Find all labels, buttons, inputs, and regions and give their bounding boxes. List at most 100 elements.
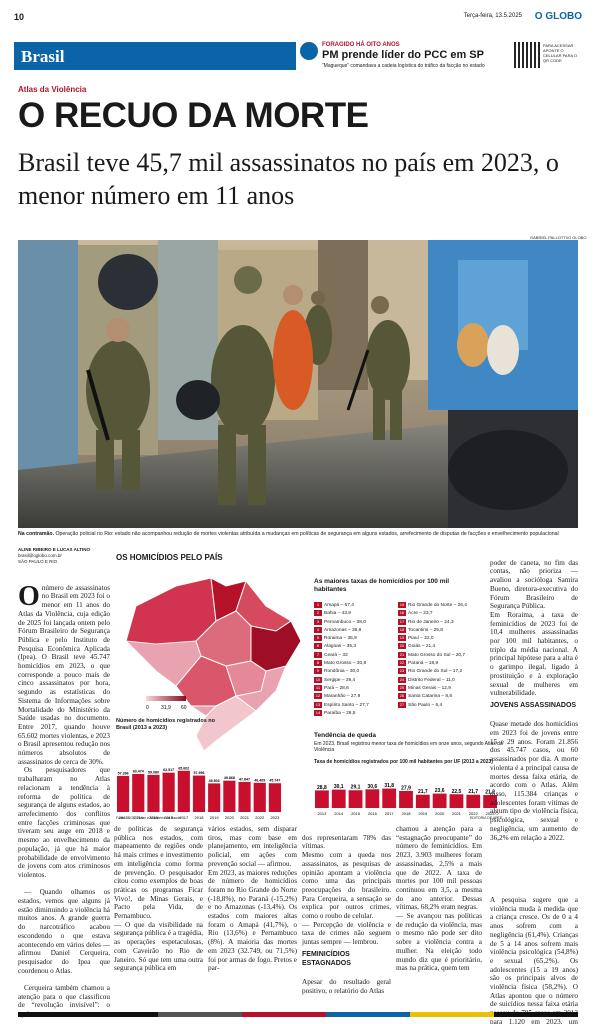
rate-rank: 11 xyxy=(314,684,322,691)
trend-source: EDITORIA DE ARTE xyxy=(470,816,503,820)
infographic-title: OS HOMICÍDIOS PELO PAÍS xyxy=(116,553,223,562)
data-label: 30,1 xyxy=(334,784,344,790)
newspaper-logo[interactable]: O GLOBO xyxy=(534,11,582,22)
counts-source: Fonte: IBGE, Sinan e Ministério da Saúde xyxy=(116,816,181,820)
rate-label: Maranhão – 27,9 xyxy=(324,694,361,700)
rate-rank: 12 xyxy=(314,693,322,700)
rate-label: Ceará – 32 xyxy=(324,652,348,658)
rate-label: Pará – 28,6 xyxy=(324,685,349,691)
qr-instructions: PARA ACESSAR APONTE O CELULAR PARA O QR … xyxy=(543,43,578,63)
chart-bar xyxy=(449,794,464,808)
rate-rank: 21 xyxy=(398,651,406,658)
rate-row: 25 Minas Gerais – 12,9 xyxy=(398,684,482,693)
caption-text: Operação policial no Rio: estado não aco… xyxy=(55,531,559,537)
rate-row: 26 Santa Catarina – 8,8 xyxy=(398,693,482,701)
paragraph: — Quando olhamos os estados, vemos que a… xyxy=(18,888,110,975)
brazil-map: 0 31,9 60 xyxy=(116,566,308,756)
data-label: 62.517 xyxy=(163,768,174,772)
rate-row: 15 Rio Grande do Norte – 26,4 xyxy=(398,602,482,610)
rate-rank: 16 xyxy=(398,610,406,617)
data-label: 28,8 xyxy=(317,785,327,791)
tick-label: 2021 xyxy=(240,815,250,820)
tick-label: 2014 xyxy=(134,815,144,820)
chart-bar xyxy=(238,781,251,812)
tick-label: 2016 xyxy=(164,815,174,820)
tick-label: 2020 xyxy=(225,815,235,820)
article-column-4: dos representaram 78% das vítimas. Mesmo… xyxy=(302,825,391,995)
chart-bar xyxy=(331,789,346,808)
trend-description: Em 2023, Brasil registrou menor taxa de … xyxy=(314,741,503,753)
rate-label: Goiás – 21,4 xyxy=(408,644,436,650)
rate-label: Distrito Federal – 11,0 xyxy=(408,677,455,683)
rates-list-right: 15 Rio Grande do Norte – 26,4 16 Acre – 23,… xyxy=(398,602,482,710)
data-label: 31,8 xyxy=(384,783,394,789)
rate-label: Amazonas – 36,8 xyxy=(324,627,362,633)
article-headline: O RECUO DA MORTE xyxy=(18,96,369,135)
photo-credit: GABRIEL PALLOTTI/O GLOBO xyxy=(530,235,587,240)
tick-label: 2017 xyxy=(385,811,395,816)
tick-label: 2023 xyxy=(486,811,496,816)
drop-cap: O xyxy=(18,580,40,612)
rate-row: 1 Amapá – 57,4 xyxy=(314,602,398,610)
rate-rank: 23 xyxy=(398,668,406,675)
article-kicker: Atlas da Violência xyxy=(18,85,87,94)
subhead-youth: JOVENS ASSASSINADOS xyxy=(490,701,577,709)
rate-label: Acre – 23,7 xyxy=(408,611,433,617)
teaser-headline[interactable]: PM prende líder do PCC em SP xyxy=(322,49,484,61)
rate-rank: 5 xyxy=(314,635,322,642)
mi-logo-icon xyxy=(300,42,318,60)
article-column-5: chamou a atenção para a “estagnação preo… xyxy=(396,825,482,973)
rate-rank: 10 xyxy=(314,676,322,683)
author-contact[interactable]: brasil@oglobo.com.br xyxy=(18,553,62,558)
chart-bar xyxy=(208,783,221,812)
rate-rank: 27 xyxy=(398,701,406,708)
rate-label: Espírito Santo – 27,7 xyxy=(324,702,369,708)
data-label: 22,5 xyxy=(452,789,462,795)
rate-label: Rio Grande do Norte – 26,4 xyxy=(408,603,467,608)
rate-label: Rio Grande do Sul – 17,2 xyxy=(408,669,463,675)
section-banner: Brasil xyxy=(14,42,296,70)
rate-row: 21 Mato Grosso do Sul – 20,7 xyxy=(398,651,482,660)
rate-row: 6 Alagoas – 35,3 xyxy=(314,643,398,651)
chart-bar xyxy=(162,772,175,812)
rate-row: 13 Espírito Santo – 27,7 xyxy=(314,701,398,710)
data-label: 21,7 xyxy=(468,789,478,795)
tick-label: 2014 xyxy=(334,811,344,816)
rate-row: 19 Piauí – 22,0 xyxy=(398,635,482,643)
rate-label: Santa Catarina – 8,8 xyxy=(408,694,453,700)
data-label: 65.602 xyxy=(178,766,189,770)
byline: ALINE RIBEIRO E LUCAS ALTINO brasil@oglo… xyxy=(18,547,90,565)
data-label: 29,1 xyxy=(351,785,361,791)
teaser-box[interactable]: FORAGIDO HÁ OITO ANOS PM prende líder do… xyxy=(300,42,512,72)
tick-label: 2015 xyxy=(149,815,159,820)
color-bar xyxy=(18,1012,578,1017)
data-label: 23,6 xyxy=(435,788,445,794)
rate-rank: 7 xyxy=(314,651,322,658)
paragraph: Apesar do resultado geral positivo, o re… xyxy=(302,977,391,995)
rate-label: Piauí – 22,0 xyxy=(408,636,434,642)
chart-bar xyxy=(466,794,481,808)
article-column-6: poder de caneta, no fim das contas, não … xyxy=(490,550,578,842)
data-label: 46.409 xyxy=(254,778,265,782)
counts-chart-title: Número de homicídios registrados no Bras… xyxy=(116,718,216,731)
rate-label: Paraíba – 26,5 xyxy=(324,710,356,716)
rate-row: 5 Roraima – 35,9 xyxy=(314,635,398,643)
rates-title: As maiores taxas de homicídios por 100 m… xyxy=(314,578,450,593)
rate-label: Rio de Janeiro – 24,3 xyxy=(408,619,454,625)
rate-rank: 19 xyxy=(398,635,406,642)
rate-rank: 9 xyxy=(314,668,322,675)
qr-code-icon[interactable] xyxy=(514,42,540,68)
chart-bar xyxy=(432,793,447,808)
tick-label: 2016 xyxy=(368,811,378,816)
rate-label: Amapá – 57,4 xyxy=(324,603,354,608)
homicide-counts-chart: 57.396 2013 60.474 2014 59.080 2015 62.517 2016… xyxy=(117,766,281,820)
chart-bar xyxy=(117,775,130,812)
rate-label: Paraná – 18,9 xyxy=(408,661,439,667)
trend-title: Tendência de queda xyxy=(314,732,377,739)
tick-label: 2020 xyxy=(435,811,445,816)
rate-rank: 22 xyxy=(398,660,406,667)
rate-row: 8 Mato Grosso – 30,8 xyxy=(314,660,398,668)
map-legend-min: 0 xyxy=(146,705,149,711)
article-column-2: de políticas de segurança pública nos es… xyxy=(114,825,203,973)
